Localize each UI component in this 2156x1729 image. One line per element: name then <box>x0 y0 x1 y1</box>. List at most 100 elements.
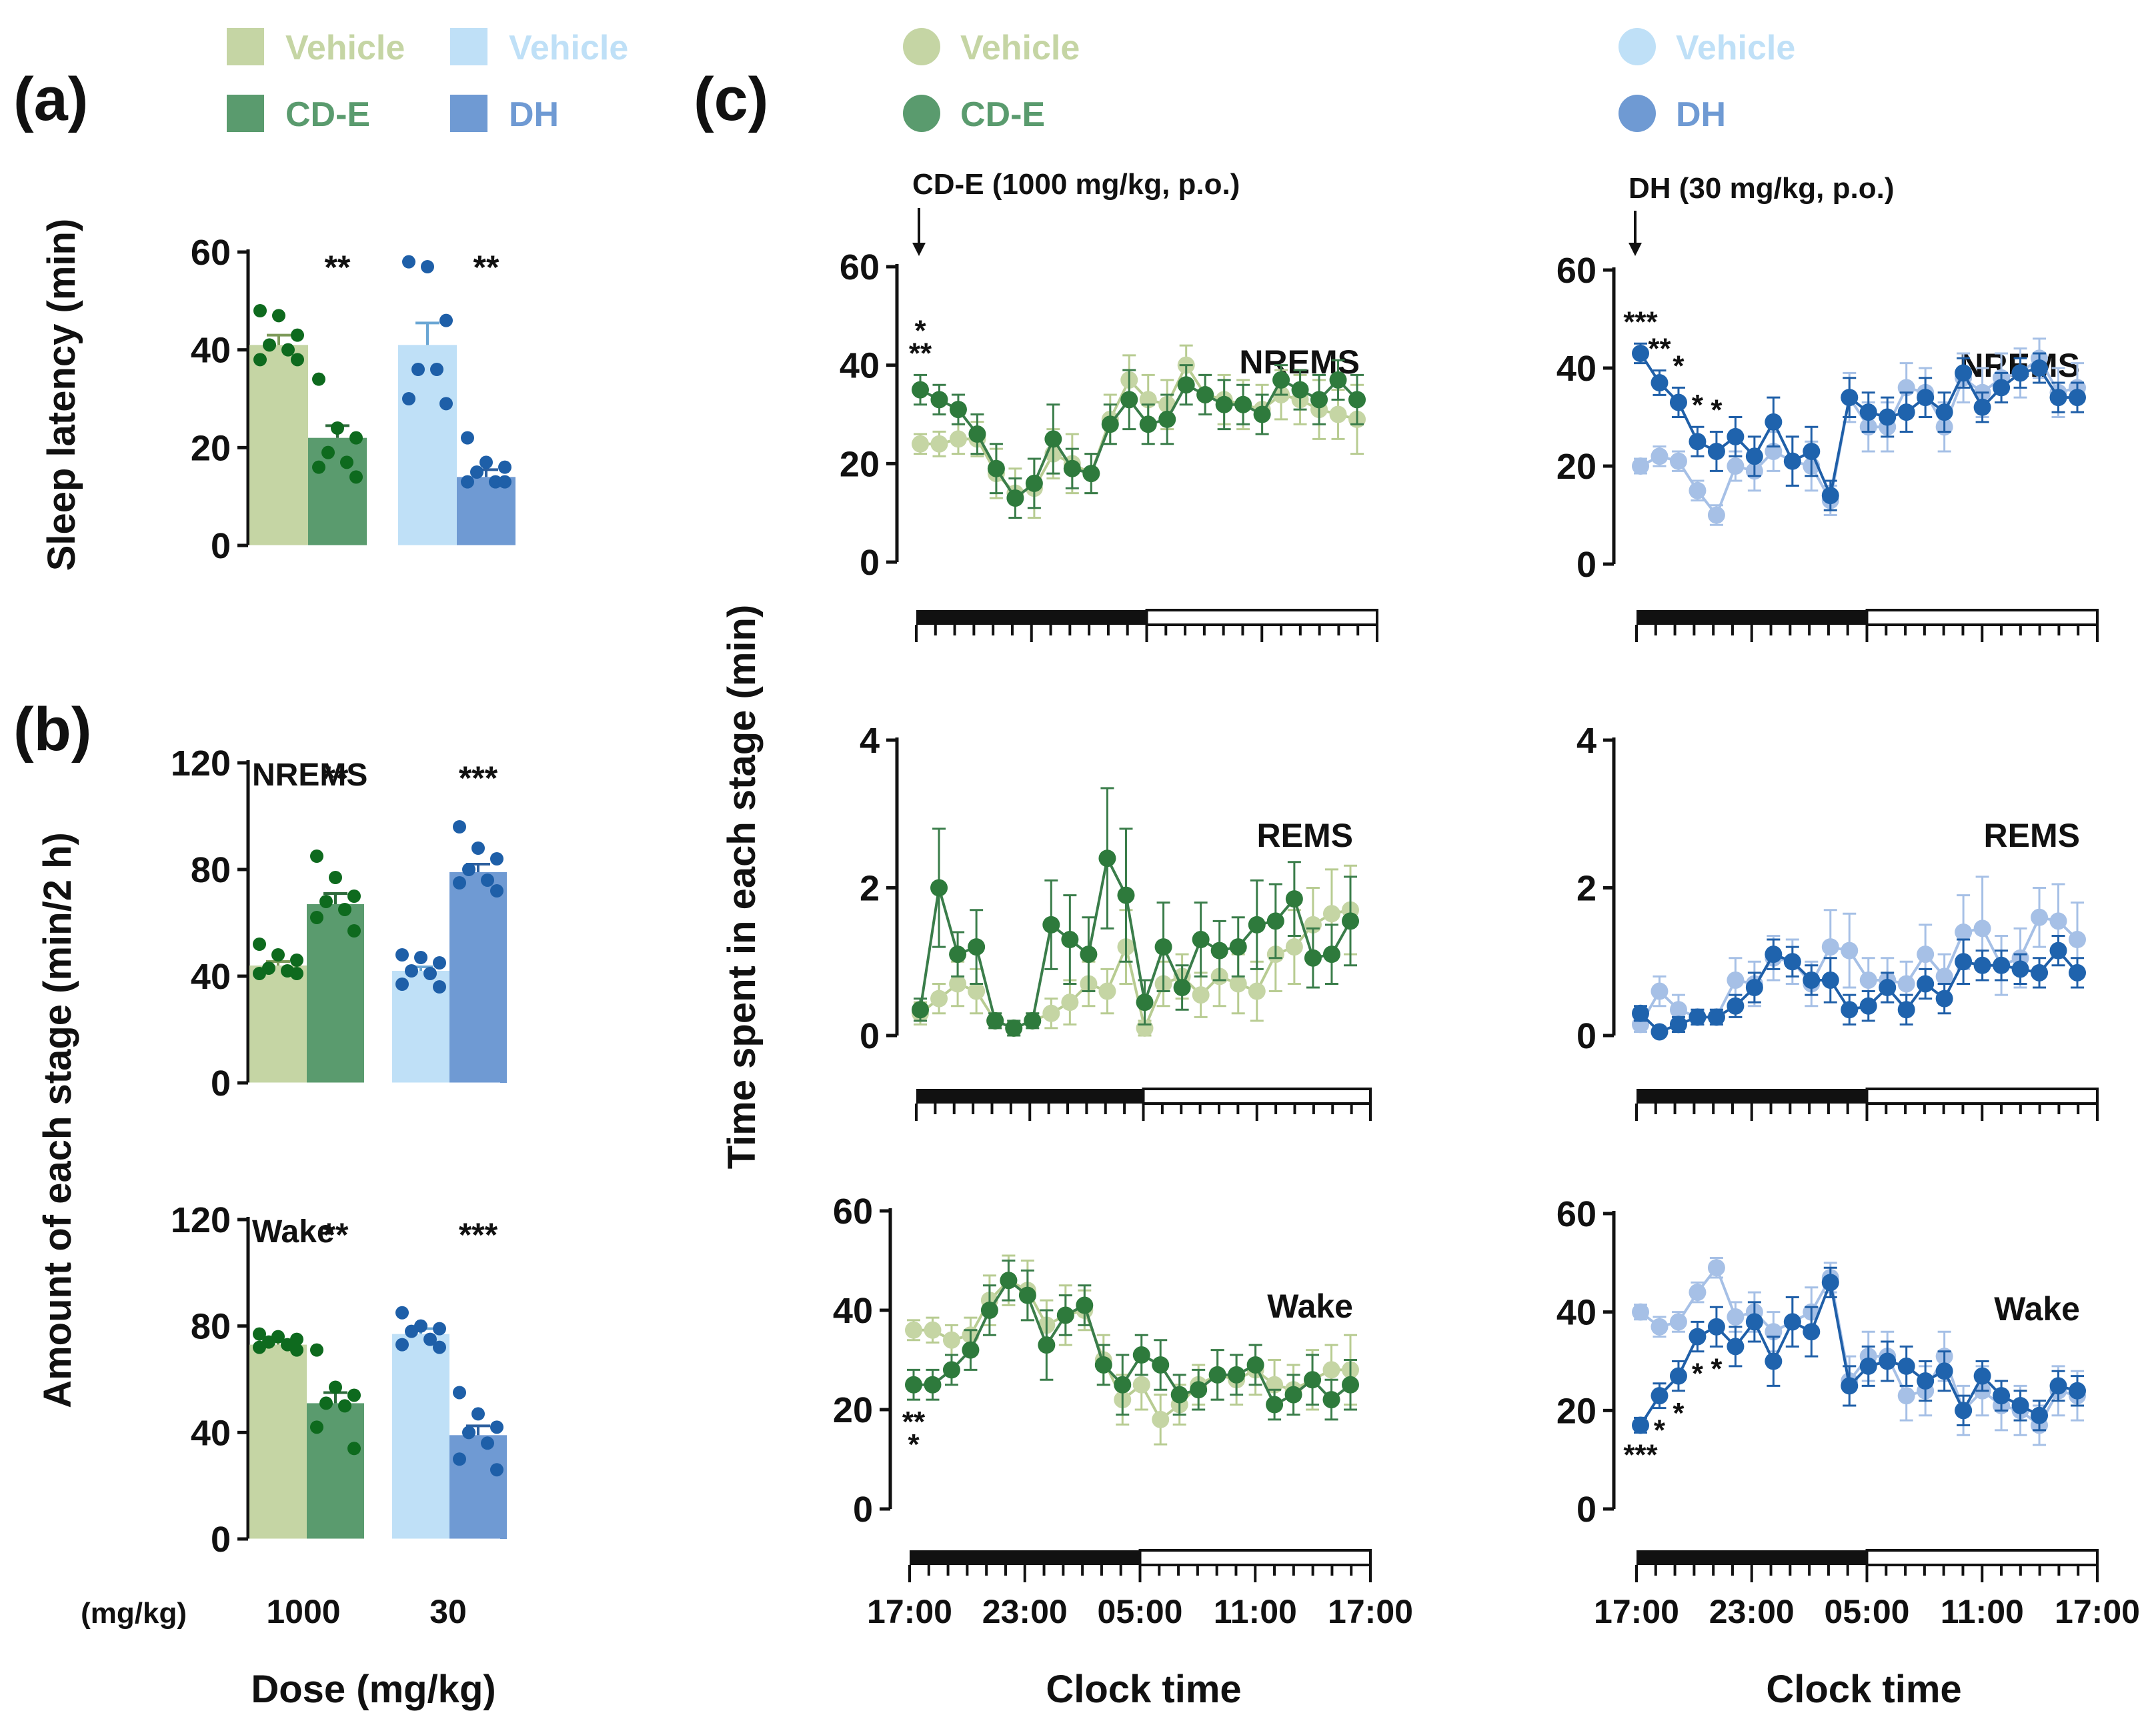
data-point-b-wake <box>290 1343 303 1357</box>
data-point-b-nrems <box>471 841 485 855</box>
data-point-c-dh-nrems-vehicle <box>1707 506 1725 524</box>
data-point-b-nrems <box>271 948 285 962</box>
data-point-b-nrems <box>395 978 409 991</box>
data-point-c-ce-rems-cd-e <box>1154 938 1172 956</box>
data-point-c-ce-nrems-cd-e <box>987 459 1005 477</box>
stage-label-c-dh-wake: Wake <box>1994 1290 2080 1328</box>
data-point-c-dh-nrems-vehicle <box>1727 457 1745 475</box>
data-point-c-dh-wake-dh <box>1993 1387 2011 1405</box>
data-point-c-dh-wake-vehicle <box>1897 1387 1915 1405</box>
significance-c-dh-nrems: * <box>1711 394 1723 427</box>
data-point-c-dh-rems-dh <box>2049 942 2067 960</box>
data-point-c-dh-wake-dh <box>1879 1352 1897 1370</box>
data-point-c-dh-wake-dh <box>1765 1352 1783 1370</box>
bar-a-vehicle <box>398 345 457 545</box>
data-point-b-wake <box>433 1322 446 1336</box>
dark-period-bar-c-dh-nrems <box>1637 610 1867 625</box>
significance-b-nrems: ** <box>323 759 349 797</box>
dose-label-30: 30 <box>429 1593 467 1630</box>
y-tick-label-c-dh-wake: 60 <box>1556 1194 1596 1234</box>
y-tick-label-c-ce-wake: 0 <box>853 1490 873 1530</box>
data-point-b-nrems <box>462 863 475 876</box>
data-point-a <box>312 460 325 474</box>
dark-period-bar-c-ce-rems <box>916 1089 1144 1104</box>
data-point-a <box>479 455 493 469</box>
light-period-bar-c-ce-wake <box>1138 1549 1372 1566</box>
xlabel-dose: Dose (mg/kg) <box>251 1668 495 1711</box>
data-point-c-dh-nrems-vehicle <box>1632 457 1649 475</box>
data-point-c-dh-nrems-dh <box>1841 389 1859 407</box>
data-point-c-dh-wake-dh <box>1897 1357 1915 1375</box>
data-point-c-ce-rems-cd-e <box>1117 886 1135 904</box>
data-point-c-dh-wake-dh <box>2069 1382 2086 1400</box>
panel-label-b: (b) <box>13 695 91 763</box>
data-point-b-wake <box>395 1338 409 1352</box>
data-point-c-dh-wake-dh <box>1632 1416 1649 1434</box>
data-point-c-ce-wake-cd-e <box>1076 1296 1094 1314</box>
data-point-c-dh-rems-dh <box>1917 975 1935 993</box>
legend-label-c-dh-vehicle: Vehicle <box>1676 29 1795 67</box>
data-point-c-dh-rems-vehicle <box>1841 942 1859 960</box>
data-point-c-ce-wake-cd-e <box>1246 1356 1264 1374</box>
data-point-c-dh-nrems-dh <box>1993 379 2011 397</box>
y-tick-label-c-ce-rems: 4 <box>860 721 880 761</box>
data-point-c-dh-wake-dh <box>1955 1402 1973 1420</box>
data-point-a <box>439 313 453 327</box>
data-point-c-ce-nrems-cd-e <box>1329 371 1347 389</box>
data-point-c-ce-rems-vehicle <box>1322 905 1340 923</box>
data-point-c-dh-wake-dh <box>1841 1377 1859 1395</box>
significance-c-ce-nrems: * <box>914 314 926 347</box>
data-point-c-ce-nrems-cd-e <box>1082 465 1100 483</box>
data-point-c-dh-wake-dh <box>1935 1362 1953 1380</box>
data-point-a <box>470 465 483 479</box>
data-point-c-ce-nrems-cd-e <box>968 425 986 443</box>
xlabel-clock-left: Clock time <box>1046 1668 1241 1711</box>
time-tick-label-c-dh-wake: 23:00 <box>1709 1593 1795 1630</box>
bar-b-nrems-dh <box>449 872 507 1083</box>
significance-a: ** <box>473 249 499 286</box>
data-point-c-ce-nrems-vehicle <box>949 430 967 448</box>
data-point-c-dh-rems-dh <box>1821 971 1839 989</box>
data-point-b-nrems <box>414 951 427 964</box>
data-point-c-dh-wake-vehicle <box>1669 1313 1687 1331</box>
data-point-c-ce-nrems-cd-e <box>930 391 948 409</box>
data-point-b-wake <box>329 1380 342 1394</box>
data-point-b-wake <box>338 1399 351 1413</box>
data-point-c-dh-nrems-vehicle <box>1651 447 1669 465</box>
data-point-c-ce-wake-cd-e <box>962 1341 980 1359</box>
data-point-c-ce-rems-cd-e <box>1304 949 1322 967</box>
dose-arrowhead-right <box>1629 243 1642 256</box>
data-point-c-ce-rems-vehicle <box>930 990 948 1008</box>
data-point-a <box>421 260 434 273</box>
y-tick-label-c-ce-rems: 2 <box>860 869 880 909</box>
data-point-c-ce-rems-cd-e <box>1061 931 1079 949</box>
bar-a-cd-e <box>308 437 367 545</box>
data-point-c-dh-wake-vehicle <box>1727 1308 1745 1326</box>
data-point-c-ce-rems-vehicle <box>1248 982 1266 1000</box>
time-tick-label-c-ce-wake: 17:00 <box>1328 1593 1413 1630</box>
legend-swatch-dh-vehicle <box>450 28 487 65</box>
data-point-c-dh-rems-vehicle <box>2049 912 2067 930</box>
data-point-c-dh-wake-dh <box>1669 1367 1687 1385</box>
data-point-b-nrems <box>253 967 266 980</box>
significance-c-ce-wake: ** <box>902 1406 926 1438</box>
data-point-b-wake <box>310 1343 323 1357</box>
data-point-c-ce-wake-cd-e <box>1190 1381 1208 1399</box>
data-point-c-ce-nrems-cd-e <box>1006 489 1024 507</box>
significance-c-dh-wake: * <box>1673 1397 1685 1430</box>
data-point-a <box>461 475 474 489</box>
data-point-c-ce-rems-vehicle <box>1192 986 1210 1004</box>
data-point-c-dh-rems-vehicle <box>1897 975 1915 993</box>
data-point-c-dh-rems-vehicle <box>1955 923 1973 941</box>
ylabel-a: Sleep latency (min) <box>40 219 83 571</box>
data-point-c-dh-rems-dh <box>2031 964 2049 982</box>
data-point-c-dh-nrems-dh <box>1669 393 1687 411</box>
y-tick-label-c-dh-wake: 0 <box>1576 1490 1596 1530</box>
significance-c-ce-nrems: ** <box>909 337 932 369</box>
data-point-b-wake <box>253 1340 266 1354</box>
data-point-c-dh-rems-dh <box>1841 1001 1859 1019</box>
significance-c-dh-wake: * <box>1654 1414 1666 1447</box>
